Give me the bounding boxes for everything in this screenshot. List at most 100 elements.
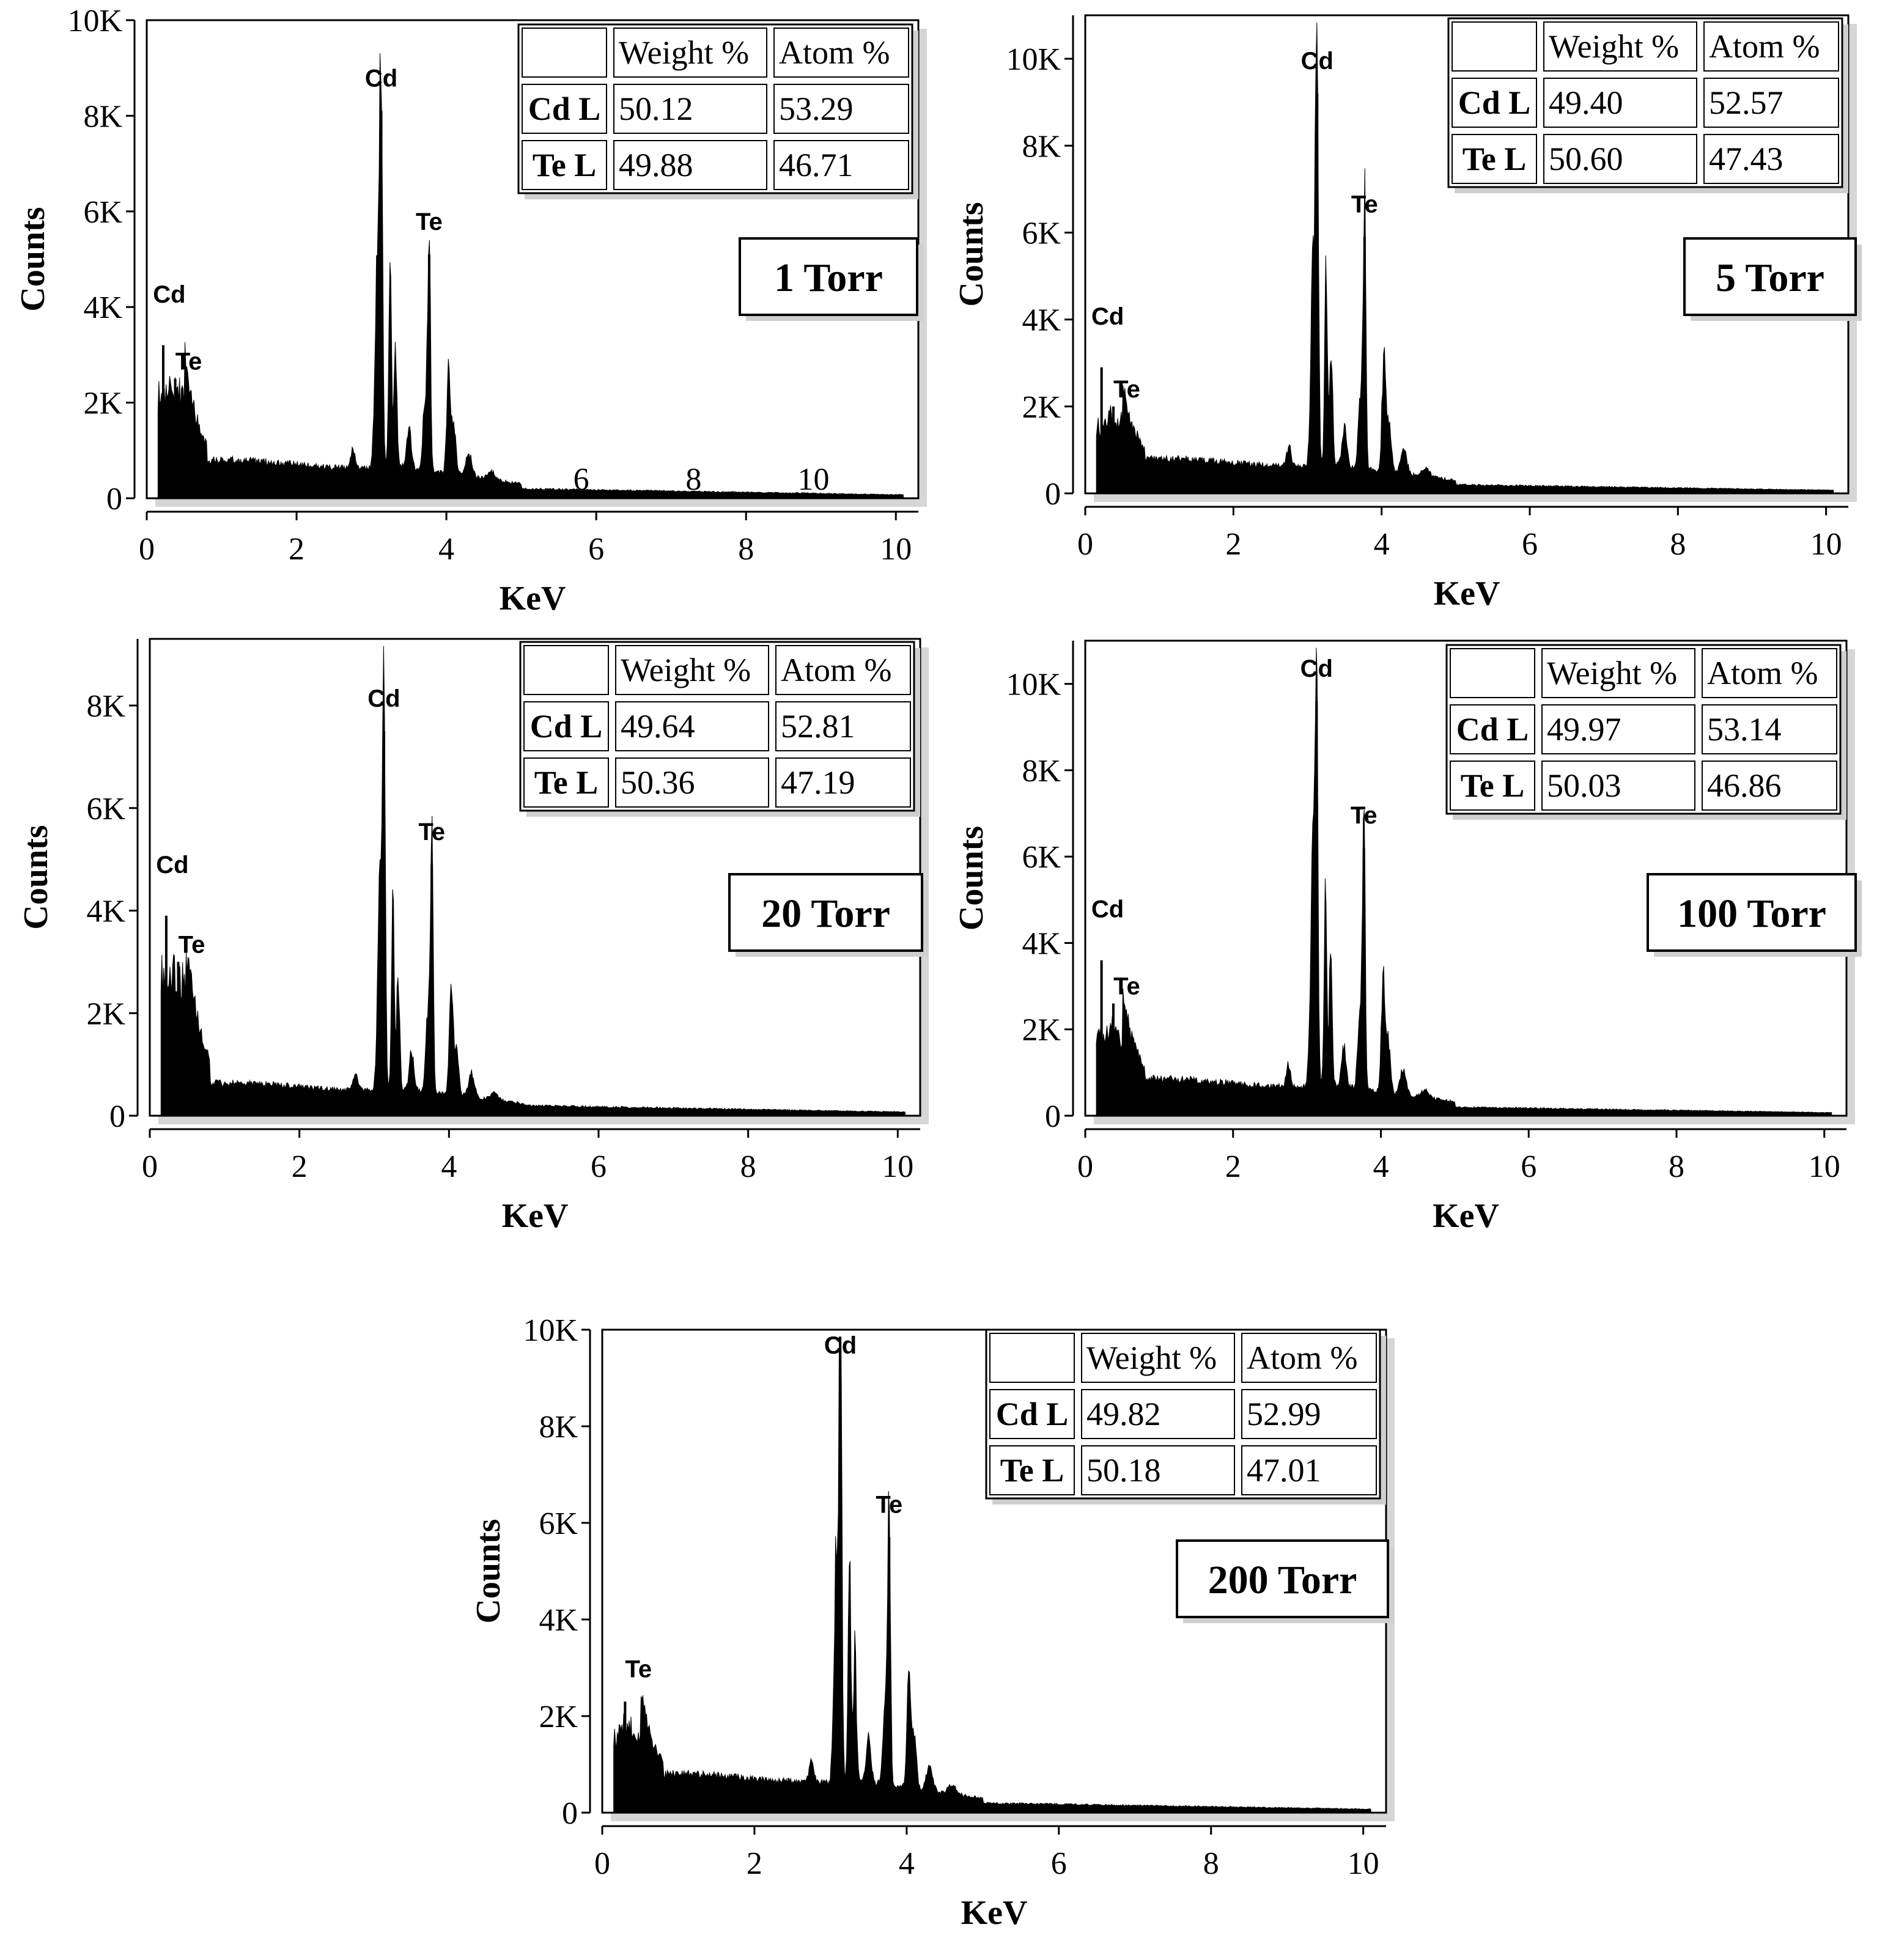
y-tick-label: 2K xyxy=(1022,390,1061,425)
table-cell xyxy=(1081,1389,1235,1439)
table-value: 50.60 xyxy=(1549,141,1623,177)
table-value: 50.36 xyxy=(621,764,695,801)
condition-label: 200 Torr xyxy=(1208,1558,1357,1602)
table-cell xyxy=(613,140,767,190)
peak-label: Te xyxy=(876,1492,902,1519)
y-tick-label: 10K xyxy=(1006,42,1061,77)
x-tick-label: 8 xyxy=(740,1149,756,1184)
table-cell xyxy=(1702,704,1837,754)
peak-label: Te xyxy=(1113,973,1140,1000)
table-value: 49.64 xyxy=(621,708,695,745)
y-tick-label: 4K xyxy=(1022,926,1061,961)
x-tick-label: 2 xyxy=(292,1149,308,1184)
composition-table: Weight % Atom % Cd L 49.97 53.14 Te L 50.03 46.… xyxy=(1445,644,1846,820)
y-tick-label: 10K xyxy=(67,4,122,39)
y-tick-label: 2K xyxy=(83,386,122,421)
table-value: Cd L xyxy=(528,90,601,127)
composition-table: Weight % Atom % Cd L 49.82 52.99 Te L 50.18 47.… xyxy=(985,1328,1386,1505)
table-cell xyxy=(1450,761,1535,811)
x-axis-title: KeV xyxy=(961,1894,1028,1932)
peak-label: Te xyxy=(1113,376,1140,403)
y-axis-title: Counts xyxy=(470,1519,507,1623)
peak-label: Cd xyxy=(1301,48,1333,75)
table-cell xyxy=(1541,704,1695,754)
table-value: Cd L xyxy=(1456,711,1529,748)
peak-label: Cd xyxy=(153,281,185,308)
table-header: Atom % xyxy=(1247,1339,1358,1376)
x-tick-label: 0 xyxy=(1077,1149,1093,1184)
y-tick-label: 6K xyxy=(539,1506,578,1541)
x-tick-label: 8 xyxy=(1669,1149,1684,1184)
eds-panel-2: Cd Te Cd Te 0 2K 4K 6K 8K 10K 0 2 4 6 8 10 KeV Counts Weig… xyxy=(953,14,1862,613)
table-value: 49.40 xyxy=(1549,84,1623,121)
table-value: 52.81 xyxy=(781,708,855,745)
y-axis-title: Counts xyxy=(17,825,55,929)
y-tick-label: 0 xyxy=(109,1099,125,1134)
table-value: 47.43 xyxy=(1709,141,1783,177)
table-cell xyxy=(775,645,911,695)
x-tick-label: 4 xyxy=(899,1846,915,1881)
table-value: Cd L xyxy=(1458,84,1531,121)
table-header: Atom % xyxy=(781,652,892,688)
condition-box xyxy=(1176,1539,1389,1618)
x-axis-title: KeV xyxy=(502,1197,569,1235)
table-cell xyxy=(989,1389,1075,1439)
condition-label: 1 Torr xyxy=(774,256,883,300)
table-frame xyxy=(519,641,915,812)
x-tick-label: 4 xyxy=(438,532,454,567)
table-value: 53.14 xyxy=(1707,711,1782,748)
y-tick-label: 8K xyxy=(83,99,122,134)
table-cell xyxy=(775,701,911,751)
peak-label: Cd xyxy=(1300,655,1333,682)
x-axis-title: KeV xyxy=(500,580,566,617)
table-header: Weight % xyxy=(1549,28,1679,65)
table-cell xyxy=(522,84,607,134)
x-tick-label: 10 xyxy=(882,1149,913,1184)
table-value: Cd L xyxy=(530,708,603,745)
table-value: 50.12 xyxy=(619,90,693,127)
y-tick-label: 4K xyxy=(83,290,122,325)
y-axis-title: Counts xyxy=(953,202,990,306)
peak-label: Te xyxy=(179,931,205,958)
spectrum-area xyxy=(1096,22,1834,494)
composition-table: Weight % Atom % Cd L 50.12 53.29 Te L 49.88 46.… xyxy=(517,23,918,199)
x-tick-label: 0 xyxy=(1077,527,1093,562)
y-tick-label: 8K xyxy=(1022,129,1061,164)
composition-table: Weight % Atom % Cd L 49.40 52.57 Te L 50.60 47.… xyxy=(1447,17,1848,193)
table-cell xyxy=(775,757,911,808)
table-cell xyxy=(522,28,607,78)
x-tick-label: 8 xyxy=(1203,1846,1219,1881)
condition-box xyxy=(1647,873,1857,952)
x-tick-label: 6 xyxy=(1051,1846,1067,1881)
inner-axis-label: 10 xyxy=(797,462,829,497)
table-header: Weight % xyxy=(621,652,751,688)
table-cell xyxy=(1702,648,1837,698)
y-tick-label: 6K xyxy=(1022,840,1061,875)
y-tick-label: 6K xyxy=(1022,216,1061,251)
table-cell xyxy=(1541,761,1695,811)
x-tick-label: 2 xyxy=(289,532,304,567)
peak-label: Cd xyxy=(1091,896,1124,923)
table-cell xyxy=(1452,134,1537,184)
eds-panel-3: Cd Te Cd Te 0 2K 4K 6K 8K 0 2 4 6 8 10 KeV Counts Weight … xyxy=(17,638,929,1235)
spectrum-area xyxy=(1096,647,1832,1116)
y-tick-label: 6K xyxy=(83,195,122,230)
x-tick-label: 4 xyxy=(1374,527,1390,562)
y-tick-label: 0 xyxy=(562,1796,578,1831)
table-value: Cd L xyxy=(996,1396,1069,1432)
y-tick-label: 8K xyxy=(1022,754,1061,789)
spectrum-area xyxy=(157,53,904,499)
table-cell xyxy=(1703,21,1839,72)
peak-label: Te xyxy=(175,348,202,375)
table-header: Atom % xyxy=(1709,28,1820,65)
peak-label: Te xyxy=(416,208,443,235)
x-tick-label: 4 xyxy=(1373,1149,1389,1184)
table-header: Atom % xyxy=(1707,655,1818,691)
y-tick-label: 8K xyxy=(539,1410,578,1445)
x-tick-label: 6 xyxy=(591,1149,607,1184)
y-tick-label: 2K xyxy=(1022,1013,1061,1048)
x-tick-label: 6 xyxy=(1522,527,1538,562)
table-cell xyxy=(615,645,769,695)
y-tick-label: 0 xyxy=(1045,477,1061,512)
peak-label: Cd xyxy=(824,1332,857,1359)
